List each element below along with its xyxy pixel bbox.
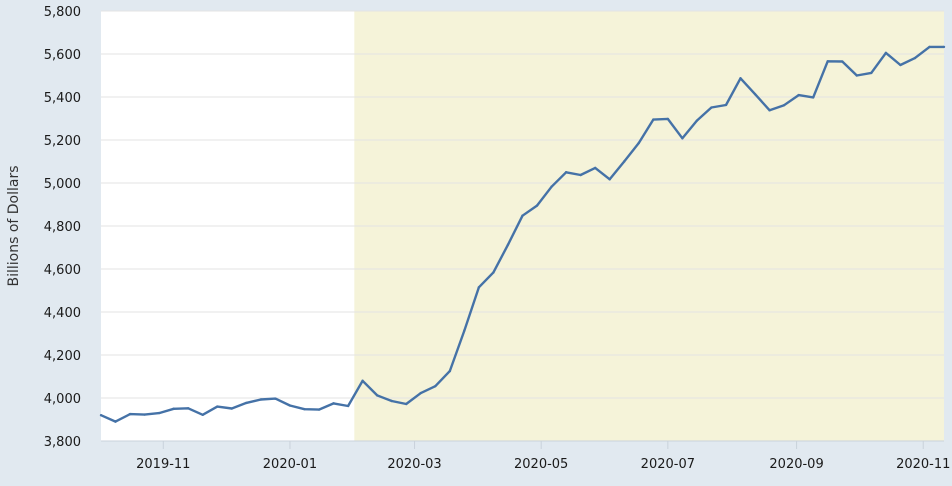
x-tick-label: 2020-05 [514,457,568,472]
data-point [375,394,379,397]
data-point [724,103,728,107]
data-point [681,137,684,140]
x-tick-label: 2019-11 [136,457,190,472]
y-tick-label: 5,000 [44,177,81,192]
y-tick-label: 5,400 [44,91,81,106]
data-point [855,74,858,77]
data-point [913,56,917,60]
data-point [564,171,568,174]
x-tick-label: 2020-07 [641,457,695,472]
data-point [448,369,452,373]
data-point [216,405,219,408]
data-point [143,413,146,416]
data-point [317,408,321,411]
data-point [666,117,670,121]
data-point [157,411,161,415]
y-tick-label: 5,600 [44,48,81,63]
data-point [303,407,306,411]
x-tick-label: 2020-09 [769,457,823,472]
data-point [637,141,640,145]
data-point [405,402,408,406]
y-tick-label: 4,800 [44,220,81,235]
data-point [753,93,757,96]
gridlines [101,10,944,442]
y-axis-ticks: 3,800 4,000 4,200 4,400 4,600 4,800 5,000 5,200… [44,5,81,450]
data-point [245,401,248,405]
data-point [884,51,888,55]
y-tick-label: 3,800 [44,435,81,450]
data-point [230,407,234,410]
data-point [942,45,946,49]
data-point [928,45,931,49]
data-point [201,413,204,416]
data-point [361,379,364,382]
data-point [463,329,466,332]
y-tick-label: 4,000 [44,392,81,407]
data-point [114,420,117,423]
data-point [99,414,103,417]
data-point [579,173,582,177]
data-point [841,60,844,63]
data-point [274,397,277,400]
x-axis-ticks: 2019-11 2020-01 2020-03 2020-05 2020-07 2020-… [136,441,950,472]
data-point [782,103,786,107]
data-point [477,286,481,289]
data-point [419,391,422,395]
data-point [608,178,611,181]
x-tick-label: 2020-01 [263,457,317,472]
data-point [492,271,495,274]
y-tick-label: 4,400 [44,306,81,321]
data-point [187,407,190,410]
data-points [99,45,946,423]
data-point [128,412,132,416]
data-point [739,77,742,80]
y-tick-label: 5,200 [44,134,81,149]
data-point [826,60,829,63]
data-point [710,106,713,109]
data-point [259,398,263,401]
x-tick-label: 2020-11 [896,457,950,472]
data-point [506,243,510,246]
data-point [811,96,815,99]
data-point [768,109,771,112]
y-tick-label: 5,800 [44,5,81,20]
y-tick-label: 4,600 [44,263,81,278]
y-axis-title: Billions of Dollars [6,165,22,286]
x-tick-label: 2020-03 [387,457,441,472]
data-point [346,404,350,408]
data-point [797,93,800,97]
data-point [172,407,175,410]
data-point [332,402,335,405]
data-point [623,160,626,163]
data-point [652,118,655,121]
data-point [521,214,524,217]
data-point [593,166,597,170]
data-point [434,384,437,388]
data-point [870,71,873,75]
data-point [695,119,699,122]
data-point [535,204,539,207]
data-point [550,185,553,188]
data-point [390,399,393,403]
data-point [288,404,292,407]
y-tick-label: 4,200 [44,349,81,364]
data-point [899,63,902,67]
